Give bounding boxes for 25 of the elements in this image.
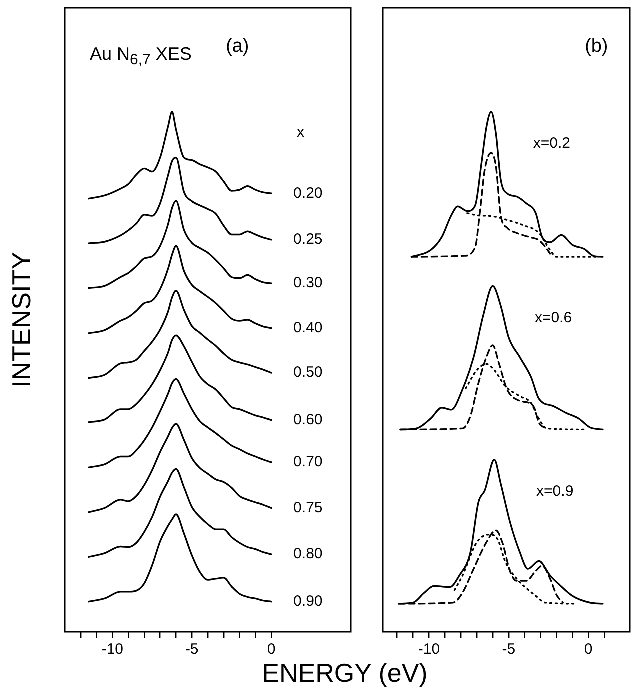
annotation: x (297, 124, 304, 141)
series-label: 0.70 (294, 454, 323, 471)
x-tick-label: 0 (267, 641, 276, 658)
x-axis-title: ENERGY (eV) (261, 658, 429, 689)
text: x=0.2 (533, 135, 570, 152)
chart-title: Au N$_{6,7}$ XES (90, 44, 192, 69)
series-label: 0.50 (294, 364, 323, 382)
series-label: 0.20 (294, 184, 323, 202)
series-label: 0.90 (294, 592, 323, 610)
series-label: 0.60 (294, 412, 323, 428)
text: (a) (226, 36, 250, 58)
text: x=0.9 (536, 483, 574, 500)
x-tick-label: -5 (185, 641, 199, 658)
series-label: x=0.6 (534, 309, 572, 326)
x-tick-label: 0 (584, 641, 593, 658)
text: (b) (585, 36, 608, 58)
x-tick-label: -5 (502, 641, 516, 658)
x-tick-label: -10 (102, 641, 124, 658)
series-label: 0.40 (294, 319, 323, 336)
x-tick-label: -10 (418, 641, 440, 658)
series-label: 0.75 (294, 499, 323, 516)
series-label: 0.30 (294, 274, 323, 292)
series-label: 0.80 (294, 546, 323, 563)
series-label: 0.25 (294, 231, 323, 248)
y-axis-title: INTENSITY (6, 252, 38, 388)
